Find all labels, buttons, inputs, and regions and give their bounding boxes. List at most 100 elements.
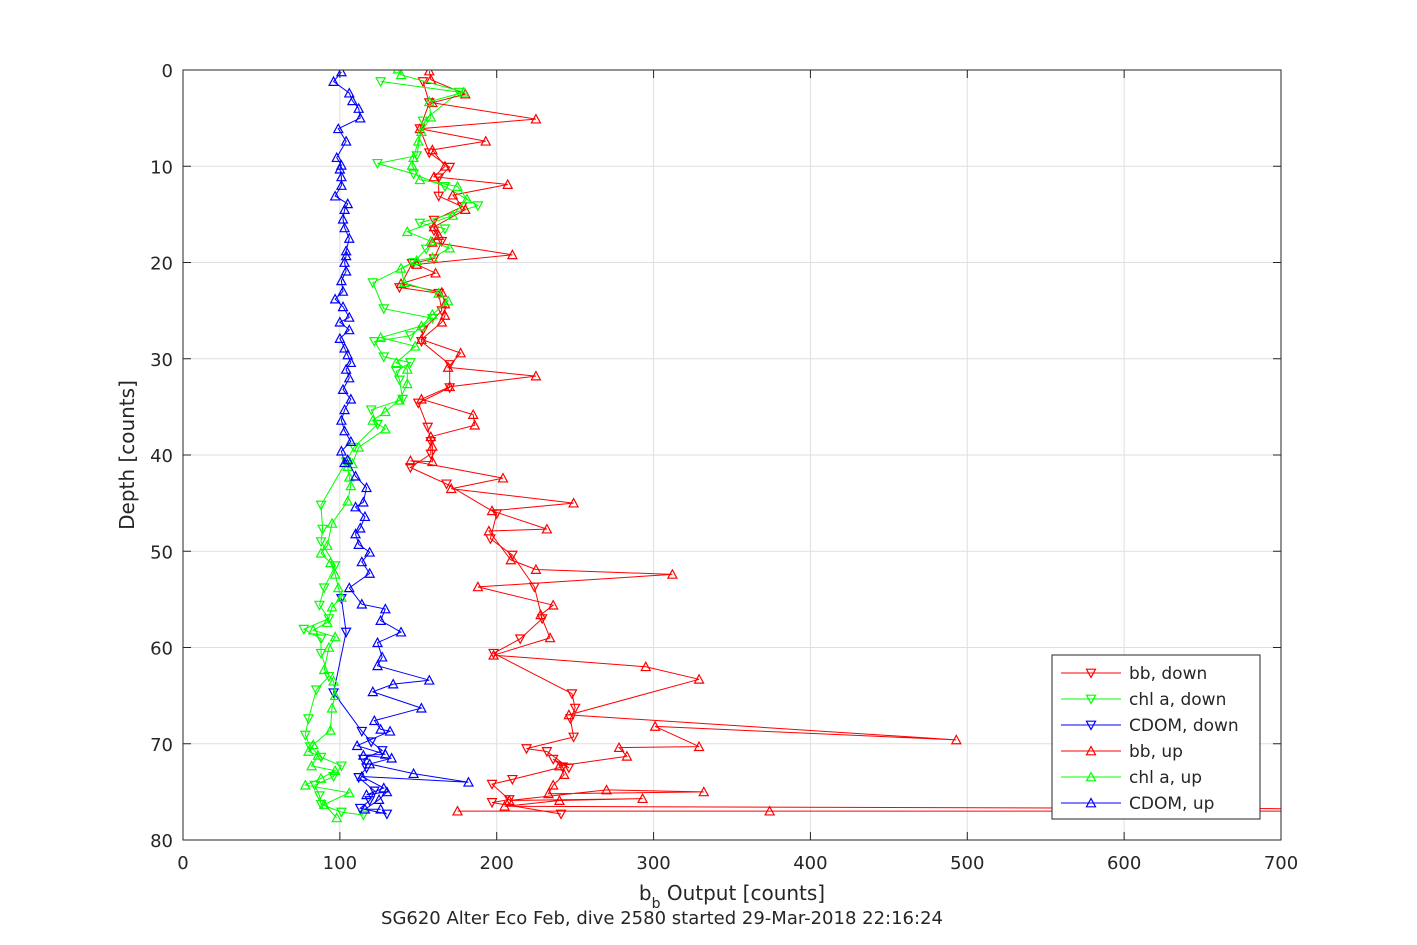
data-point [459,203,471,214]
data-point [444,380,456,392]
data-point [566,689,578,700]
data-point [313,600,325,611]
data-point [315,799,327,811]
data-point [364,758,376,769]
data-point [375,77,387,88]
data-point [401,378,413,389]
data-point [530,563,542,574]
data-point [483,525,495,536]
data-point [337,301,349,312]
y-tick-label: 70 [150,735,173,756]
data-point [381,809,393,820]
data-point [345,435,357,446]
data-point [368,714,380,726]
data-point [568,497,580,508]
data-point [415,702,427,713]
legend-marker [1085,797,1097,808]
data-point [315,772,327,783]
data-point [378,352,390,363]
data-point [488,649,500,660]
data-point [666,568,678,579]
data-point [414,218,426,229]
data-point [425,235,437,246]
data-point [563,763,575,774]
data-point [339,256,351,267]
data-point [350,470,362,481]
data-point [339,222,351,233]
x-tick-label: 100 [323,853,357,874]
data-point [505,554,517,565]
data-point [503,794,515,805]
data-point [367,414,379,425]
data-point [439,160,451,171]
legend-label: CDOM, down [1129,716,1239,736]
data-point [335,414,347,425]
data-point [426,236,438,247]
data-point [337,285,349,296]
data-point [601,784,613,795]
data-point [530,370,542,381]
data-point [506,249,518,260]
data-point [318,663,330,675]
data-point [433,229,445,240]
data-point [376,651,388,662]
data-point [326,702,338,713]
data-point [414,173,426,185]
legend-entry: CDOM, down [1061,716,1239,736]
y-tick-label: 30 [150,350,173,371]
data-point [373,793,385,805]
data-point [469,419,481,430]
legend-marker [1085,694,1097,705]
data-point [353,102,365,113]
legend-marker [1085,771,1097,782]
data-point [613,741,625,753]
legend-entry: CDOM, up [1061,794,1214,814]
data-point [335,179,347,190]
data-point [315,547,327,558]
data-point [379,405,391,417]
data-point [422,422,434,433]
data-point [375,614,387,625]
data-point [365,737,377,748]
data-point [345,393,357,404]
data-point [411,254,423,265]
data-point [345,356,357,368]
data-point [364,567,376,578]
data-point [357,496,369,507]
data-point [337,213,349,224]
data-point [340,135,352,146]
data-point [423,70,435,76]
data-point [445,482,457,494]
data-point [324,724,336,735]
data-point [315,648,327,660]
data-point [541,747,553,758]
data-point [337,383,349,394]
data-point [506,774,518,786]
legend-entry: bb, up [1061,742,1183,762]
data-point [339,404,351,415]
data-point [375,803,387,814]
data-point [329,631,341,642]
data-point [302,745,314,756]
data-point [351,739,363,751]
legend-label: bb, up [1129,742,1183,762]
data-point [353,773,365,784]
data-point [318,798,330,809]
data-point [315,752,327,763]
data-point [315,634,327,645]
data-point [342,495,354,506]
data-point [324,557,336,568]
data-point [442,295,454,306]
data-point [486,505,498,516]
data-point [401,363,413,374]
data-point [343,87,355,98]
data-point [502,178,514,189]
data-point [541,523,553,534]
data-point [339,425,351,436]
data-point [406,159,418,170]
data-point [426,308,438,319]
data-point [335,807,347,818]
data-point [428,221,440,232]
data-point [343,372,355,383]
series-cdom-up [328,70,474,814]
